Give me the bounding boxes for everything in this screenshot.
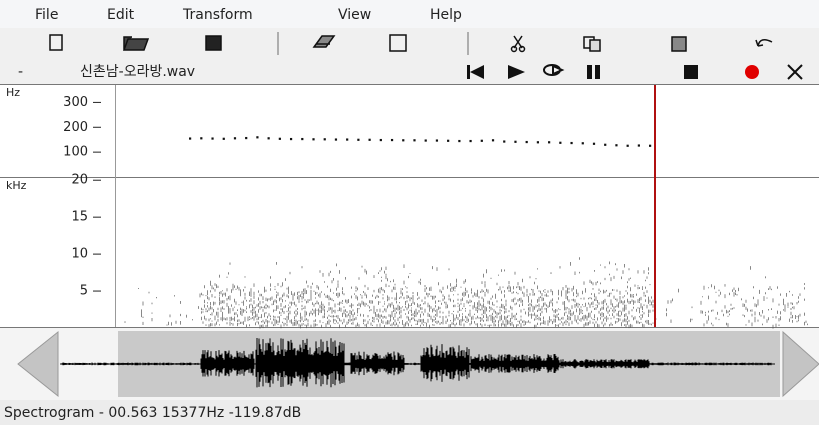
pitch-point <box>211 137 213 139</box>
pitch-point <box>256 136 258 138</box>
pitch-point <box>301 138 303 140</box>
pitch-point <box>245 137 247 139</box>
spectrogram-unit: kHz <box>6 179 27 192</box>
filename: 신촌남-오라방.wav <box>80 64 195 80</box>
pitch-point <box>234 137 236 139</box>
spectrogram-tick-label: 10 <box>71 247 88 262</box>
pitch-point <box>503 140 505 142</box>
pitch-point <box>357 139 359 141</box>
record-button[interactable] <box>745 65 759 79</box>
pitch-point <box>638 144 640 146</box>
spectrogram-tick-label: 20 <box>71 173 88 188</box>
pitch-point <box>649 145 651 147</box>
pitch-point <box>548 141 550 143</box>
stop-button[interactable] <box>684 65 698 79</box>
open-button[interactable] <box>124 37 148 50</box>
pitch-point <box>391 139 393 141</box>
spectrogram-tick-label: 5 <box>80 284 88 299</box>
menu-item[interactable]: Transform <box>182 7 253 23</box>
pitch-point <box>492 139 494 141</box>
pitch-point <box>335 138 337 140</box>
pitch-point <box>604 144 606 146</box>
pitch-point <box>413 139 415 141</box>
pause-button[interactable] <box>587 65 592 79</box>
pitch-point <box>268 137 270 139</box>
save-button[interactable] <box>206 36 221 50</box>
menu-item[interactable]: File <box>35 7 58 23</box>
pitch-tick-label: 200 <box>63 120 88 135</box>
pitch-point <box>200 137 202 139</box>
app-window: File Edit Transform View Help - 신촌남-오라방.… <box>0 0 819 425</box>
paste-button[interactable] <box>672 37 686 51</box>
pitch-point <box>279 138 281 140</box>
pitch-point <box>593 143 595 145</box>
pitch-point <box>469 140 471 142</box>
pitch-point <box>582 142 584 144</box>
pitch-tick-label: 100 <box>63 145 88 160</box>
menu-item[interactable]: Help <box>430 7 462 23</box>
menu-item[interactable]: Edit <box>107 7 135 23</box>
pitch-unit: Hz <box>6 86 20 99</box>
pitch-point <box>346 138 348 140</box>
pitch-point <box>615 144 617 146</box>
status-text: Spectrogram - 00.563 15377Hz -119.87dB <box>4 405 301 421</box>
pitch-point <box>436 139 438 141</box>
pitch-point <box>627 145 629 147</box>
panels-bg <box>0 85 819 328</box>
pitch-point <box>369 139 371 141</box>
pitch-point <box>570 142 572 144</box>
pitch-point <box>514 141 516 143</box>
pitch-point <box>189 137 191 139</box>
pitch-point <box>223 138 225 140</box>
pitch-tick-label: 300 <box>63 95 88 110</box>
menu-item[interactable]: View <box>338 7 371 23</box>
spectrogram-tick-label: 15 <box>71 210 88 225</box>
pitch-point <box>290 138 292 140</box>
pitch-point <box>402 139 404 141</box>
pitch-point <box>425 139 427 141</box>
pitch-point <box>324 138 326 140</box>
pitch-point <box>380 139 382 141</box>
pitch-point <box>481 140 483 142</box>
pitch-point <box>458 140 460 142</box>
pitch-point <box>447 140 449 142</box>
pitch-point <box>312 138 314 140</box>
pitch-point <box>537 141 539 143</box>
page: File Edit Transform View Help - 신촌남-오라방.… <box>0 0 819 425</box>
pitch-point <box>559 142 561 144</box>
collapse-button[interactable]: - <box>18 64 23 80</box>
pitch-point <box>526 141 528 143</box>
